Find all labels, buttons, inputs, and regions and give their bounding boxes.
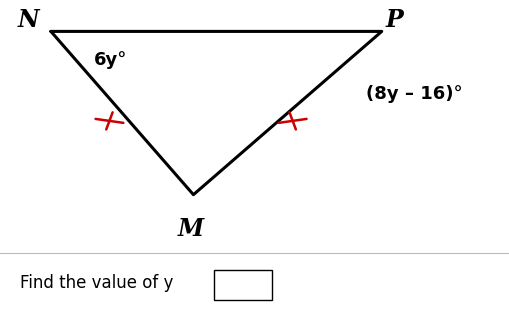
Text: M: M (178, 217, 204, 241)
Text: (8y – 16)°: (8y – 16)° (366, 85, 463, 103)
Text: Find the value of y: Find the value of y (20, 273, 174, 292)
Text: P: P (386, 8, 403, 32)
Text: N: N (17, 8, 39, 32)
Text: 6y°: 6y° (94, 51, 128, 69)
FancyBboxPatch shape (214, 270, 272, 300)
